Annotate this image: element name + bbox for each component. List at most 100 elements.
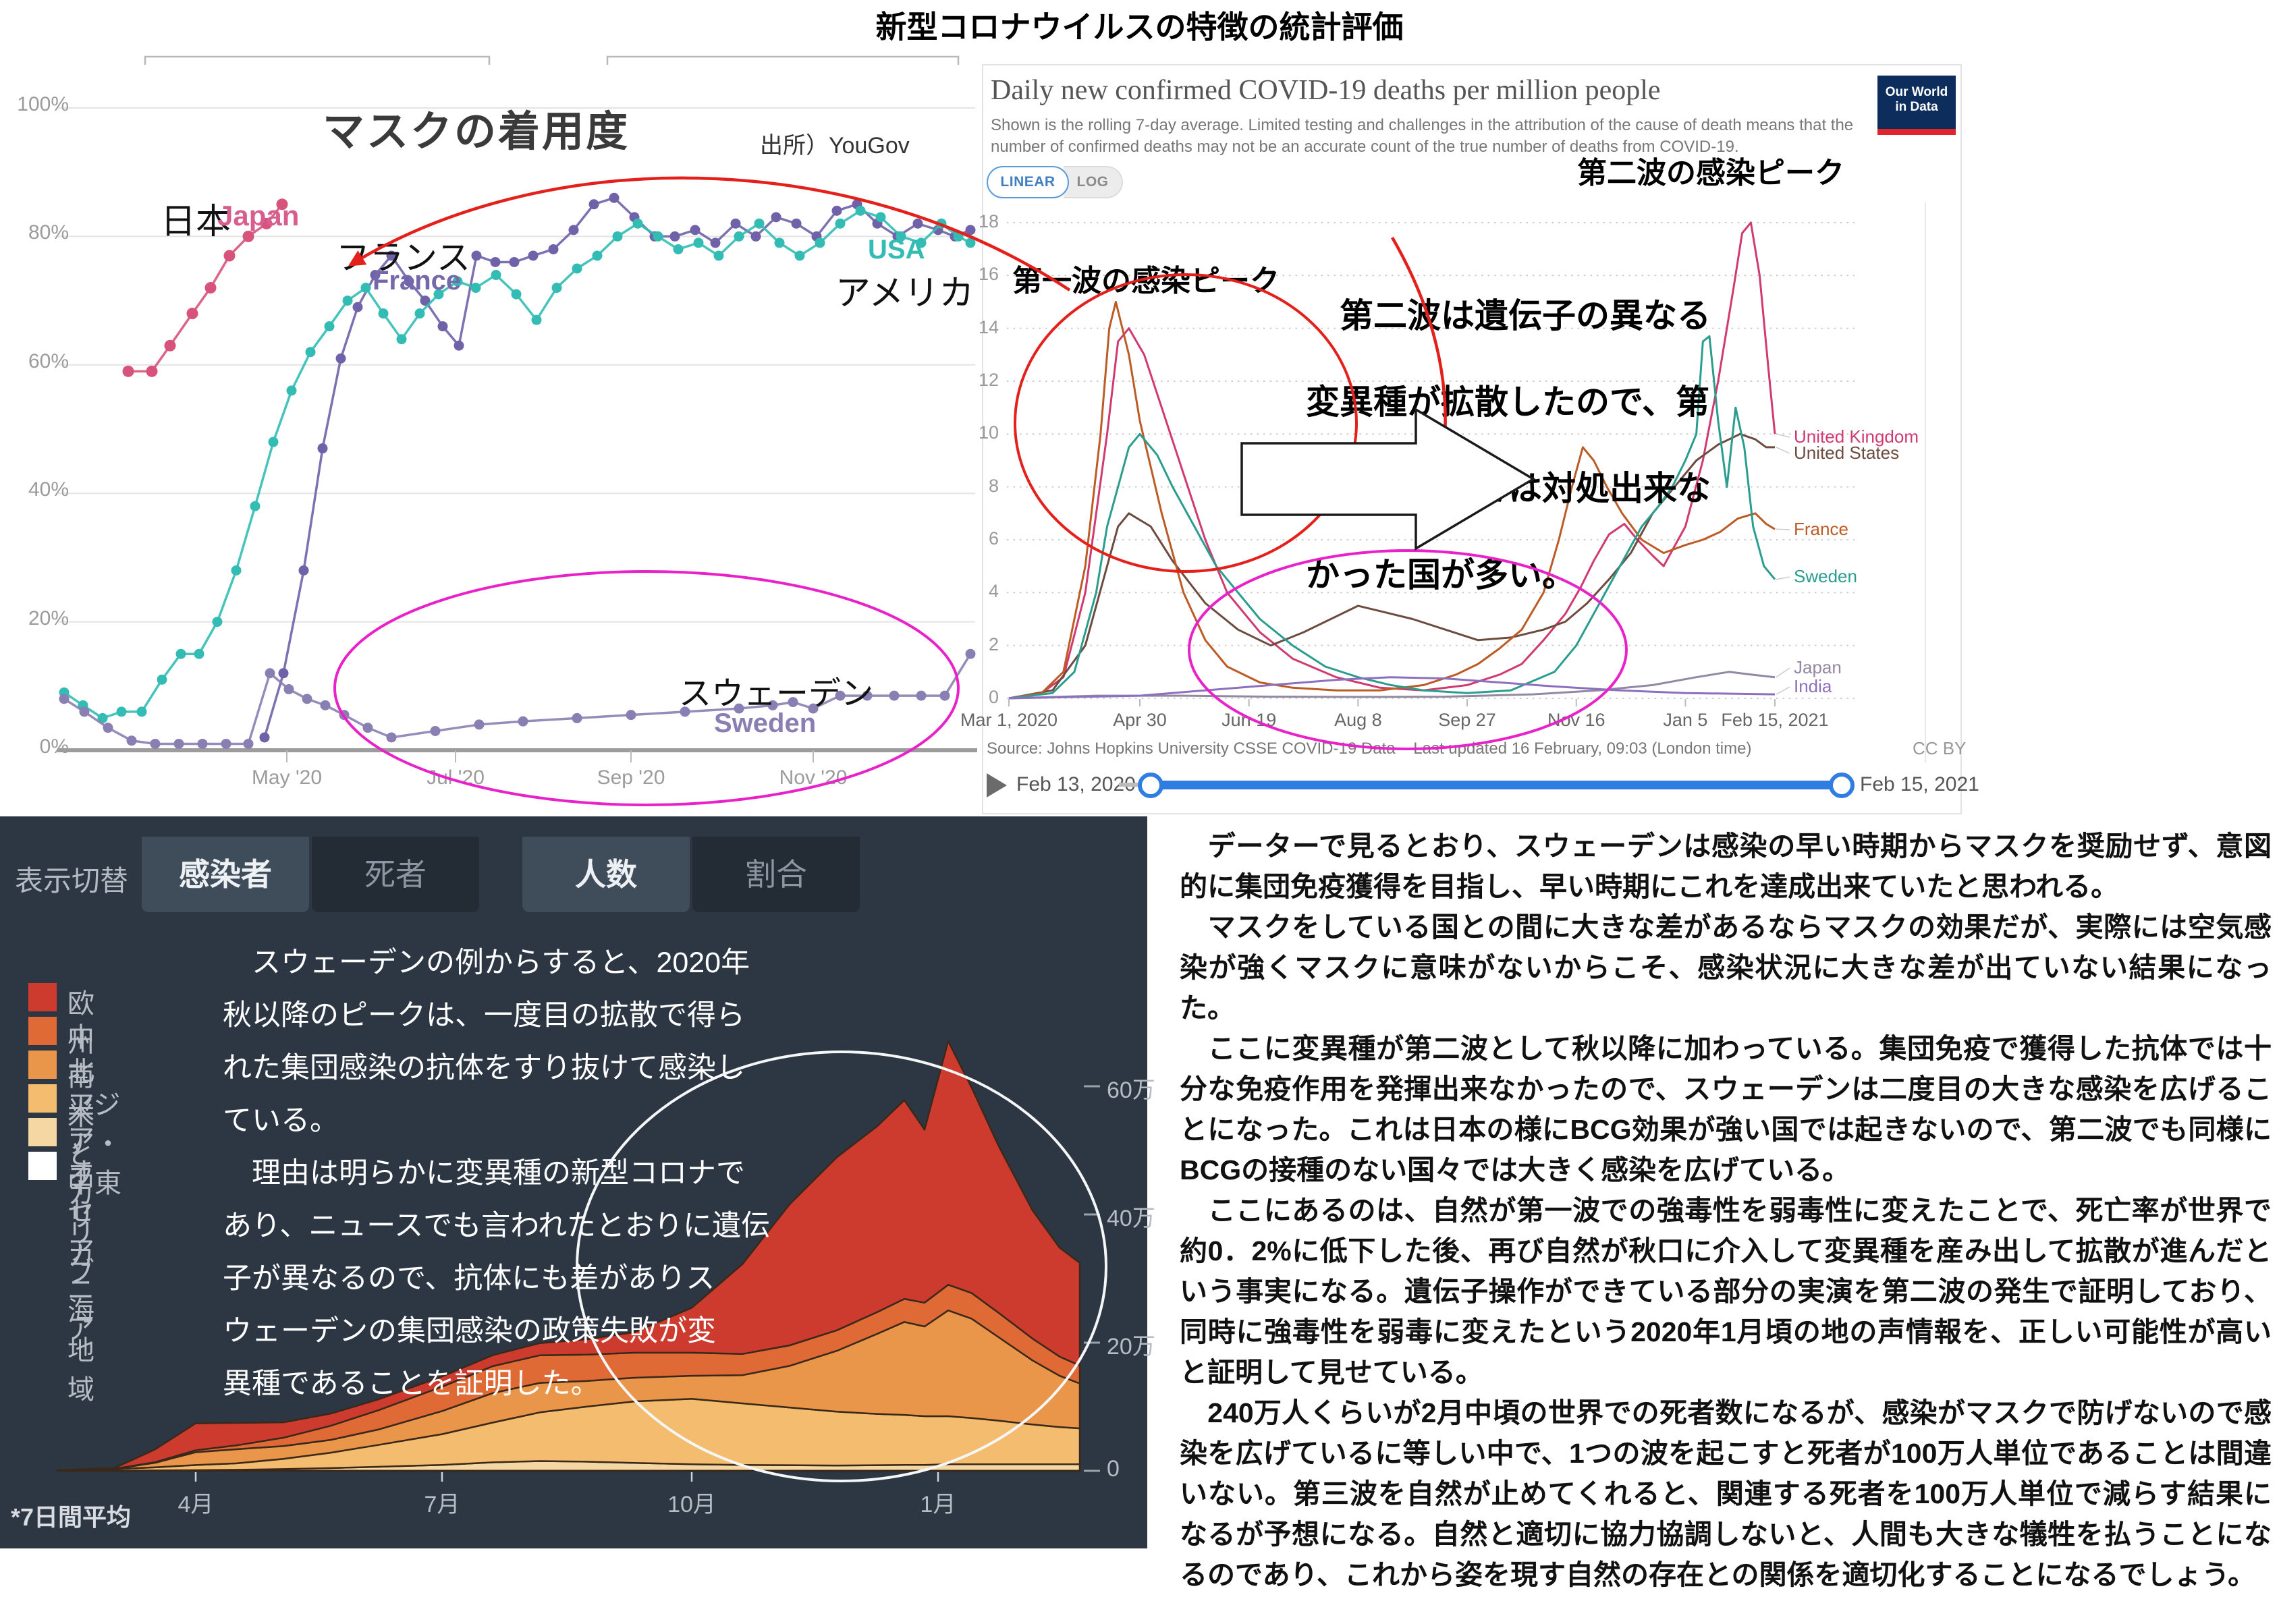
stacked-x-tick: 10月: [667, 1492, 716, 1517]
mask-y-tick: 0%: [39, 735, 69, 758]
owid-series-label: United States: [1794, 443, 1900, 463]
legend-swatch-アジア・中東: [28, 1084, 57, 1113]
series-label-japan-jp: 日本: [161, 202, 231, 242]
owid-x-tick: Jan 5: [1663, 710, 1708, 730]
slider-handle-start[interactable]: [1138, 773, 1163, 798]
stacked-y-tick: 40万: [1107, 1206, 1155, 1231]
legend-swatch-アフリカ: [28, 1118, 57, 1146]
slider-end-label: Feb 15, 2021: [1860, 773, 1979, 795]
mask-chart-source: 出所）YouGov: [760, 133, 910, 159]
mask-chart-title: マスクの着用度: [323, 109, 630, 155]
legend-label-アジア・中東: アジア・中東: [67, 1090, 121, 1198]
tab-割合[interactable]: 割合: [692, 837, 860, 912]
series-label-usa-en: USA: [868, 235, 925, 264]
owid-y-tick: 12: [978, 369, 999, 390]
overlay-text-line: ている。: [223, 1104, 339, 1137]
legend-swatch-北米: [28, 1051, 57, 1079]
commentary-paragraph: マスクをしている国との間に大きな差があるならマスクの効果だが、実際には空気感染が…: [1180, 912, 2272, 1024]
commentary-paragraph: 240万人くらいが2月中頃の世界での死者数になるが、感染がマスクで防げないので感…: [1180, 1397, 2272, 1590]
legend-label-北米: 北米: [67, 1057, 94, 1125]
play-button-icon[interactable]: [987, 773, 1007, 797]
slider-track-stub: [1119, 783, 1150, 787]
mask-y-tick: 20%: [28, 607, 69, 629]
owid-series-label: Sweden: [1794, 566, 1857, 586]
owid-logo-text-1: Our World: [1885, 85, 1948, 99]
dark-chart-overlay-text: スウェーデンの例からすると、2020年 秋以降のピークは、一度目の拡散で得ら れた集…: [223, 936, 770, 1410]
annotation-first-wave: 第一波の感染ピーク: [1012, 264, 1280, 298]
mask-y-tick: 60%: [28, 349, 69, 372]
overlay-text-line: スウェーデンの例からすると、2020年: [223, 947, 750, 979]
series-label-france-en: France: [373, 266, 462, 296]
overlay-text-line: ウェーデンの集団感染の政策失敗が変: [223, 1315, 716, 1347]
stacked-y-tick: 60万: [1107, 1077, 1155, 1103]
legend-label-中南米とカリブ海地域: 中南米とカリブ海地域: [67, 1023, 94, 1405]
legend-swatch-中南米とカリブ海地域: [28, 1017, 57, 1045]
owid-source: Source: Johns Hopkins University CSSE CO…: [987, 739, 1752, 758]
slider-track[interactable]: [1149, 781, 1841, 789]
legend-label-オセアニア: オセアニア: [67, 1158, 94, 1344]
owid-x-tick: Mar 1, 2020: [960, 710, 1058, 730]
owid-x-tick: Apr 30: [1113, 710, 1167, 730]
owid-y-tick: 2: [988, 634, 999, 654]
owid-y-tick: 10: [978, 422, 999, 443]
tab-感染者[interactable]: 感染者: [142, 837, 309, 912]
owid-license: CC BY: [1913, 738, 1967, 758]
series-label-sweden-en: Sweden: [714, 708, 817, 738]
overlay-text-line: 理由は明らかに変異種の新型コロナで: [223, 1157, 745, 1189]
page-title: 新型コロナウイルスの特徴の統計評価: [875, 9, 1404, 45]
mask-x-tick: May '20: [251, 766, 323, 789]
log-button[interactable]: LOG: [1064, 166, 1123, 198]
variant-note-line: 変異種が拡散したので、第: [1306, 383, 1709, 421]
mask-x-tick: Nov '20: [779, 766, 848, 789]
stacked-x-tick: 1月: [920, 1492, 956, 1517]
variant-note-line: 第二波は遺伝子の異なる: [1306, 297, 1711, 335]
variant-note-line: かった国が多い。: [1306, 556, 1576, 594]
stacked-x-tick: 4月: [177, 1492, 214, 1517]
owid-y-tick: 8: [988, 475, 999, 496]
range-bracket-right: [606, 55, 960, 65]
owid-logo-redbar: [1877, 129, 1956, 135]
legend-swatch-欧州: [28, 983, 57, 1011]
annotation-second-wave: 第二波の感染ピーク: [1577, 157, 1844, 190]
commentary-paragraph: ここにあるのは、自然が第一波での強毒性を弱毒性に変えたことで、死亡率が世界で約0…: [1180, 1195, 2272, 1388]
commentary-text: データーで見るとおり、スウェーデンは感染の早い時期からマスクを奨励せず、意図的に…: [1180, 826, 2272, 1595]
tab-人数[interactable]: 人数: [522, 837, 690, 912]
mask-y-tick: 80%: [28, 221, 69, 244]
tab-死者[interactable]: 死者: [312, 837, 479, 912]
owid-title: Daily new confirmed COVID-19 deaths per …: [991, 75, 1661, 106]
series-label-sweden-jp: スウェーデン: [679, 676, 874, 712]
stacked-y-tick: 20万: [1107, 1334, 1155, 1360]
owid-logo: Our World in Data: [1877, 76, 1956, 135]
legend-swatch-オセアニア: [28, 1152, 57, 1180]
mask-y-tick: 40%: [28, 478, 69, 501]
stacked-x-tick: 7月: [424, 1492, 460, 1517]
linear-button[interactable]: LINEAR: [987, 166, 1069, 198]
legend-label-欧州: 欧州: [67, 989, 94, 1058]
stacked-y-tick: 0: [1107, 1456, 1120, 1482]
overlay-text-line: 秋以降のピークは、一度目の拡散で得ら: [223, 999, 745, 1032]
owid-y-tick: 16: [978, 264, 999, 285]
overlay-text-line: れた集団感染の抗体をすり抜けて感染し: [223, 1052, 745, 1084]
seven-day-avg-footnote: *7日間平均: [11, 1503, 132, 1531]
owid-y-tick: 4: [988, 581, 999, 602]
overlay-text-line: 異種であることを証明した。: [223, 1368, 600, 1400]
owid-y-tick: 6: [988, 528, 999, 549]
variant-note-line: 一波の抗体では対処出来な: [1306, 470, 1711, 507]
series-label-japan-en: Japan: [217, 200, 300, 231]
owid-y-tick: 14: [978, 316, 999, 337]
owid-logo-text-2: in Data: [1895, 100, 1938, 114]
commentary-paragraph: ここに変異種が第二波として秋以降に加わっている。集団免疫で獲得した抗体では十分な…: [1180, 1033, 2272, 1185]
commentary-paragraph: データーで見るとおり、スウェーデンは感染の早い時期からマスクを奨励せず、意図的に…: [1180, 831, 2272, 902]
display-toggle-label: 表示切替: [15, 865, 129, 897]
legend-label-アフリカ: アフリカ: [67, 1124, 94, 1271]
slider-start-label: Feb 13, 2020: [1016, 773, 1136, 795]
owid-y-tick: 0: [988, 687, 999, 707]
slider-handle-end[interactable]: [1829, 773, 1855, 798]
owid-series-label: Japan: [1794, 657, 1842, 677]
overlay-text-line: あり、ニュースでも言われたとおりに遺伝: [223, 1210, 770, 1242]
owid-series-label: France: [1794, 519, 1848, 539]
owid-y-tick: 18: [978, 211, 999, 231]
owid-series-label: United Kingdom: [1794, 426, 1919, 447]
annotation-variant-note: 第二波は遺伝子の異なる 変異種が拡散したので、第 一波の抗体では対処出来な かった国が…: [1306, 273, 1711, 618]
range-bracket-left: [144, 55, 491, 65]
